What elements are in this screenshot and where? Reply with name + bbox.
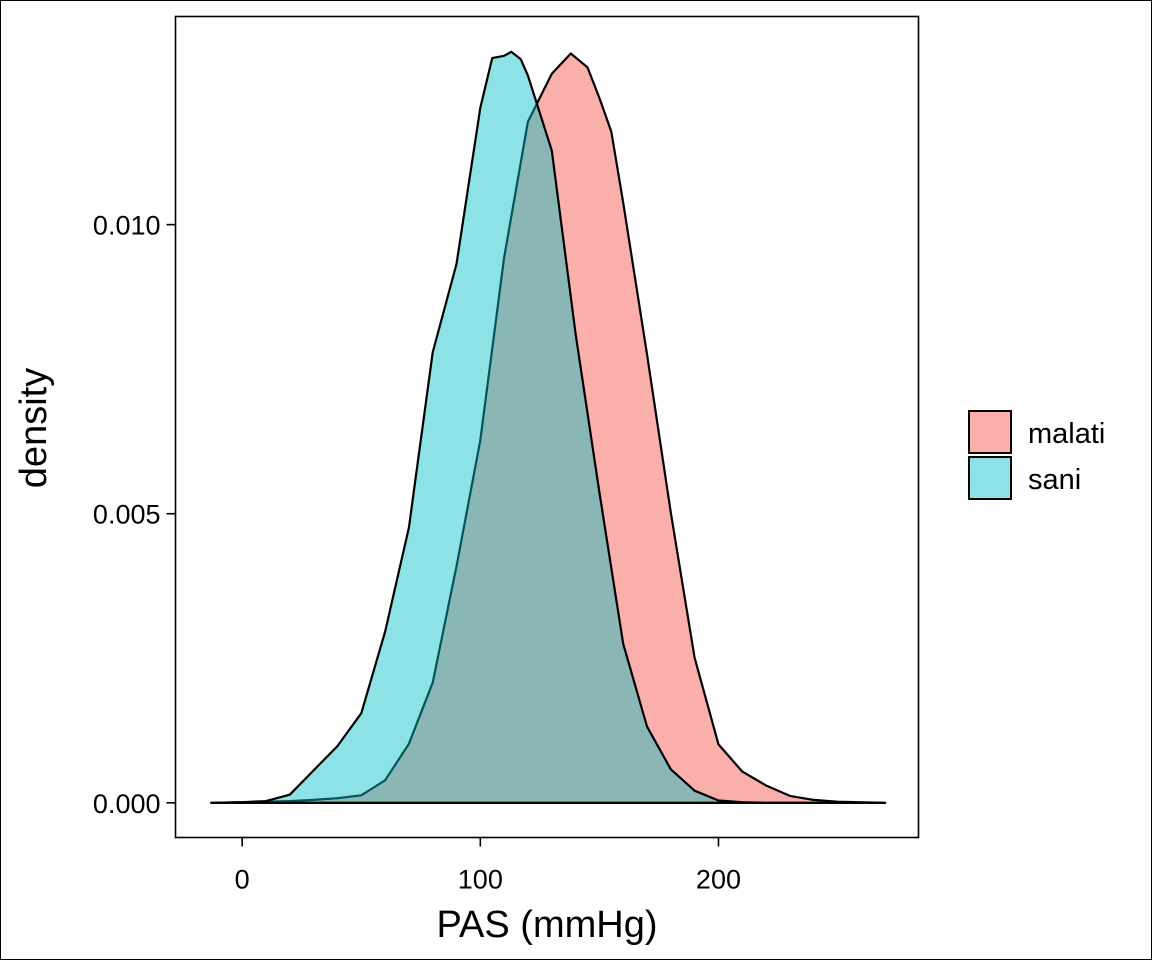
legend-label-malati: malati	[1028, 418, 1105, 450]
x-axis-title: PAS (mmHg)	[437, 904, 658, 946]
y-axis: 0.000 0.005 0.010	[93, 211, 176, 819]
y-tick-label: 0.010	[93, 211, 161, 241]
legend-label-sani: sani	[1028, 464, 1081, 496]
x-tick-label: 100	[458, 865, 503, 895]
density-area-malati	[210, 52, 887, 804]
x-axis: 0 100 200	[235, 837, 741, 895]
legend-key-sani	[968, 456, 1012, 500]
density-areas	[210, 50, 887, 804]
x-tick-label: 0	[235, 865, 250, 895]
x-tick-label: 200	[696, 865, 741, 895]
density-area-sani	[210, 50, 887, 804]
y-axis-title: density	[13, 368, 55, 488]
y-tick-label: 0.000	[93, 789, 161, 819]
legend-key-malati	[968, 410, 1012, 454]
legend: malati sani	[968, 410, 1105, 500]
y-tick-label: 0.005	[93, 500, 161, 530]
